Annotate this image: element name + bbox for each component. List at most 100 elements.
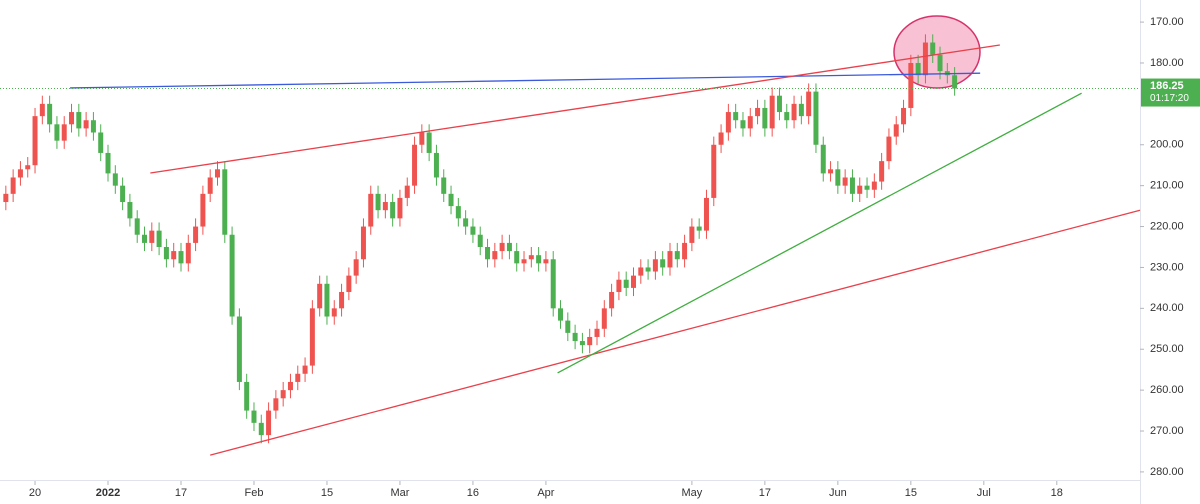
candle-body xyxy=(886,136,892,162)
candle-body xyxy=(477,234,483,247)
candle-body xyxy=(879,161,885,182)
candle-body xyxy=(149,230,155,243)
candle-body xyxy=(528,255,534,260)
last-price-label: 186.25 xyxy=(1150,80,1184,92)
x-tick-label: Jun xyxy=(829,487,847,499)
candle-body xyxy=(266,410,272,436)
candle-body xyxy=(769,95,775,129)
candle-body xyxy=(514,251,520,264)
candle-body xyxy=(864,185,870,190)
candle-body xyxy=(375,193,381,211)
candle-body xyxy=(448,193,454,207)
candle-body xyxy=(200,193,206,227)
candle-body xyxy=(83,120,89,129)
candle-body xyxy=(689,226,695,243)
candle-body xyxy=(565,320,571,333)
candle-body xyxy=(47,103,53,125)
candle-body xyxy=(842,177,848,186)
candle-body xyxy=(623,279,629,288)
plot: 170.00 180.00 200.00 210.00 220.00 230.00 240.… xyxy=(0,16,1200,499)
candle-body xyxy=(382,202,388,211)
candle-body xyxy=(645,267,651,272)
x-tick-label: 15 xyxy=(905,487,917,499)
highlight-circle xyxy=(893,15,981,89)
candle-body xyxy=(915,62,921,76)
y-tick-label: 240.00 xyxy=(1150,302,1184,314)
candle-body xyxy=(820,144,826,174)
y-tick-label: 260.00 xyxy=(1150,384,1184,396)
x-tick-label: Apr xyxy=(537,487,554,499)
candle-body xyxy=(426,132,432,153)
candle-body xyxy=(32,116,38,166)
candle-body xyxy=(463,218,469,227)
candle-body xyxy=(740,120,746,129)
candle-body xyxy=(324,283,330,317)
y-tick-label: 180.00 xyxy=(1150,57,1184,69)
countdown-label: 01:17:20 xyxy=(1150,93,1189,104)
x-tick-label: Mar xyxy=(390,487,409,499)
candle-body xyxy=(295,373,301,382)
candle-body xyxy=(280,390,286,399)
trendline xyxy=(210,209,1141,456)
candle-body xyxy=(849,177,855,194)
candle-body xyxy=(98,132,104,153)
candle-body xyxy=(630,275,636,288)
y-tick-label: 210.00 xyxy=(1150,180,1184,192)
candle-body xyxy=(667,251,673,268)
candle-body xyxy=(835,169,841,186)
candle-body xyxy=(930,42,936,55)
candle-body xyxy=(142,234,148,243)
candle-body xyxy=(339,291,345,309)
candle-body xyxy=(222,169,228,235)
candle-body xyxy=(550,259,556,309)
trendline xyxy=(557,92,1082,374)
candle-body xyxy=(718,132,724,145)
candle-body xyxy=(857,185,863,194)
candle-body xyxy=(302,365,308,374)
candle-body xyxy=(776,95,782,113)
candle-body xyxy=(331,308,337,317)
candle-body xyxy=(601,308,607,329)
candle-body xyxy=(61,124,67,141)
candle-body xyxy=(433,152,439,178)
candle-body xyxy=(922,42,928,76)
candle-body xyxy=(127,202,133,219)
candle-body xyxy=(178,251,184,264)
last-price-box xyxy=(1141,78,1200,107)
candle-body xyxy=(492,251,498,260)
candle-body xyxy=(69,112,75,125)
candle-body xyxy=(309,308,315,366)
candle-body xyxy=(674,251,680,260)
candle-body xyxy=(112,173,118,186)
candle-body xyxy=(696,226,702,231)
candle-body xyxy=(558,308,564,321)
candle-body xyxy=(682,242,688,260)
candle-body xyxy=(791,103,797,121)
candle-body xyxy=(901,107,907,125)
candle-body xyxy=(120,185,126,203)
candle-body xyxy=(536,255,542,264)
candle-body xyxy=(579,341,585,346)
candle-body xyxy=(609,291,615,309)
candle-body xyxy=(587,336,593,346)
candle-body xyxy=(908,62,914,108)
candle-body xyxy=(207,177,213,194)
x-tick-label: 18 xyxy=(1051,487,1063,499)
candle-body xyxy=(90,120,96,133)
candle-body xyxy=(258,422,264,436)
trendline xyxy=(70,72,981,89)
candle-body xyxy=(711,144,717,198)
candle-body xyxy=(506,242,512,252)
candle-body xyxy=(185,242,191,264)
x-tick-label: 17 xyxy=(175,487,187,499)
candle-body xyxy=(470,226,476,235)
candle-body xyxy=(733,112,739,121)
candle-body xyxy=(134,218,140,235)
candle-body xyxy=(404,185,410,198)
candle-body xyxy=(236,316,242,382)
y-tick-label: 220.00 xyxy=(1150,220,1184,232)
trendline xyxy=(150,44,1000,174)
candle-body xyxy=(346,275,352,292)
candle-body xyxy=(703,197,709,231)
